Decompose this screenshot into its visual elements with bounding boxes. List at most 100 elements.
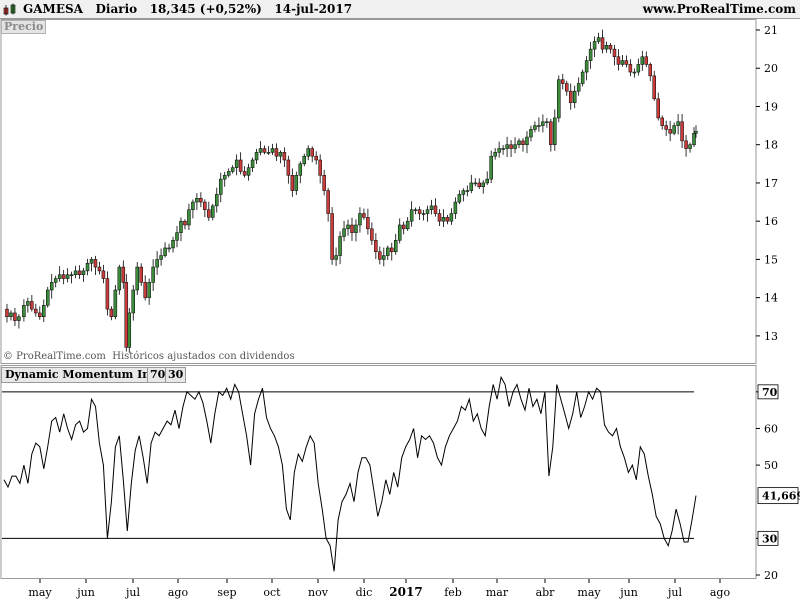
candle-body (306, 148, 310, 157)
indicator-title: Dynamic Momentum Index (1, 367, 176, 383)
candle-body (620, 60, 625, 65)
candle-body (545, 121, 549, 124)
candle-body (211, 205, 215, 218)
candle-body (572, 90, 577, 103)
candle-body (461, 190, 466, 195)
x-tick-label: may (28, 586, 52, 599)
candle-body (672, 125, 676, 134)
candle-body (449, 213, 454, 222)
x-tick-label: abr (536, 586, 556, 599)
candle-body (513, 144, 517, 149)
candle-body (676, 121, 680, 126)
candle-body (549, 121, 553, 145)
candle-body (270, 148, 275, 153)
candle-body (199, 197, 203, 203)
candle-body (636, 64, 641, 73)
candle-body (73, 270, 78, 275)
candle-body (433, 205, 438, 214)
candle-body (163, 247, 167, 256)
candle-body (652, 75, 656, 100)
candle-body (537, 125, 541, 127)
candle-body (45, 289, 50, 306)
candle-body (183, 220, 187, 226)
candle-body (30, 301, 34, 310)
x-tick-label: may (577, 586, 601, 599)
candle-body (553, 117, 557, 145)
candle-body (401, 224, 406, 230)
indicator-y-axis: 20 30 50 60 70 (756, 386, 778, 582)
candle-body (135, 266, 139, 291)
candle-body (668, 129, 672, 134)
candle-body (600, 37, 605, 50)
candle-body (386, 247, 390, 256)
candle-body (131, 289, 136, 314)
price-tick-label: 18 (764, 139, 778, 152)
candle-body (203, 201, 207, 210)
candle-body (65, 274, 70, 279)
indicator-panel-frame (0, 365, 757, 579)
candle-body (370, 228, 374, 241)
candle-body (688, 144, 692, 149)
candle-body (413, 209, 418, 211)
candle-body (592, 41, 597, 50)
candle-body (143, 282, 147, 298)
candle-body (97, 266, 102, 272)
candle-body (445, 217, 450, 222)
candle-body (282, 152, 287, 161)
candle-body (250, 159, 255, 168)
candle-body (49, 282, 54, 291)
candle-body (113, 289, 118, 318)
candle-body (397, 224, 402, 241)
candle-body (481, 182, 485, 188)
price-change: 18,345 (+0,52%) (149, 2, 262, 16)
candle-body (69, 274, 74, 276)
candle-body (222, 175, 227, 180)
candle-body (437, 213, 442, 222)
candle-body (465, 190, 470, 192)
candle-body (358, 213, 362, 226)
x-axis-strip (0, 579, 800, 600)
candle-body (326, 190, 330, 214)
x-tick-label: jun (75, 586, 95, 599)
candle-body (13, 312, 17, 321)
price-tick-label: 20 (764, 62, 778, 75)
candle-body (694, 131, 698, 134)
candle-body (684, 140, 688, 149)
candle-body (421, 213, 426, 215)
candle-body (105, 278, 110, 310)
candle-body (409, 209, 414, 222)
candle-body (525, 136, 529, 145)
candle-body (624, 60, 629, 65)
x-tick-label: jul (124, 586, 140, 599)
candle-body (53, 278, 58, 283)
candle-body (517, 140, 521, 145)
copyright-text: © ProRealTime.com Históricos ajustados c… (3, 351, 295, 362)
time-x-axis: may jun jul ago sep oct nov dic 2017 feb mar abr may… (28, 579, 730, 599)
candle-body (393, 240, 398, 253)
candle-body (155, 259, 159, 268)
candle-body (390, 247, 394, 253)
site-url: www.ProRealTime.com (642, 2, 796, 16)
candle-body (660, 117, 664, 126)
price-tick-label: 21 (764, 24, 778, 37)
candle-body (568, 90, 573, 103)
candlestick-logo-icon (3, 3, 16, 16)
candle-body (382, 255, 386, 260)
candle-body (692, 132, 696, 145)
candle-body (179, 220, 183, 233)
candle-body (616, 56, 621, 65)
candle-body (318, 159, 322, 176)
candle-body (85, 262, 90, 272)
price-panel-label: Precio (1, 20, 47, 34)
x-tick-label: oct (263, 586, 281, 599)
candle-body (374, 240, 378, 253)
candle-body (588, 48, 593, 61)
candle-body (258, 148, 263, 153)
candle-body (93, 259, 98, 268)
candle-body (612, 48, 617, 58)
level-tag (757, 530, 779, 546)
candle-body (441, 217, 446, 222)
candle-body (648, 64, 653, 77)
candle-body (109, 308, 114, 318)
candle-body (139, 266, 143, 283)
